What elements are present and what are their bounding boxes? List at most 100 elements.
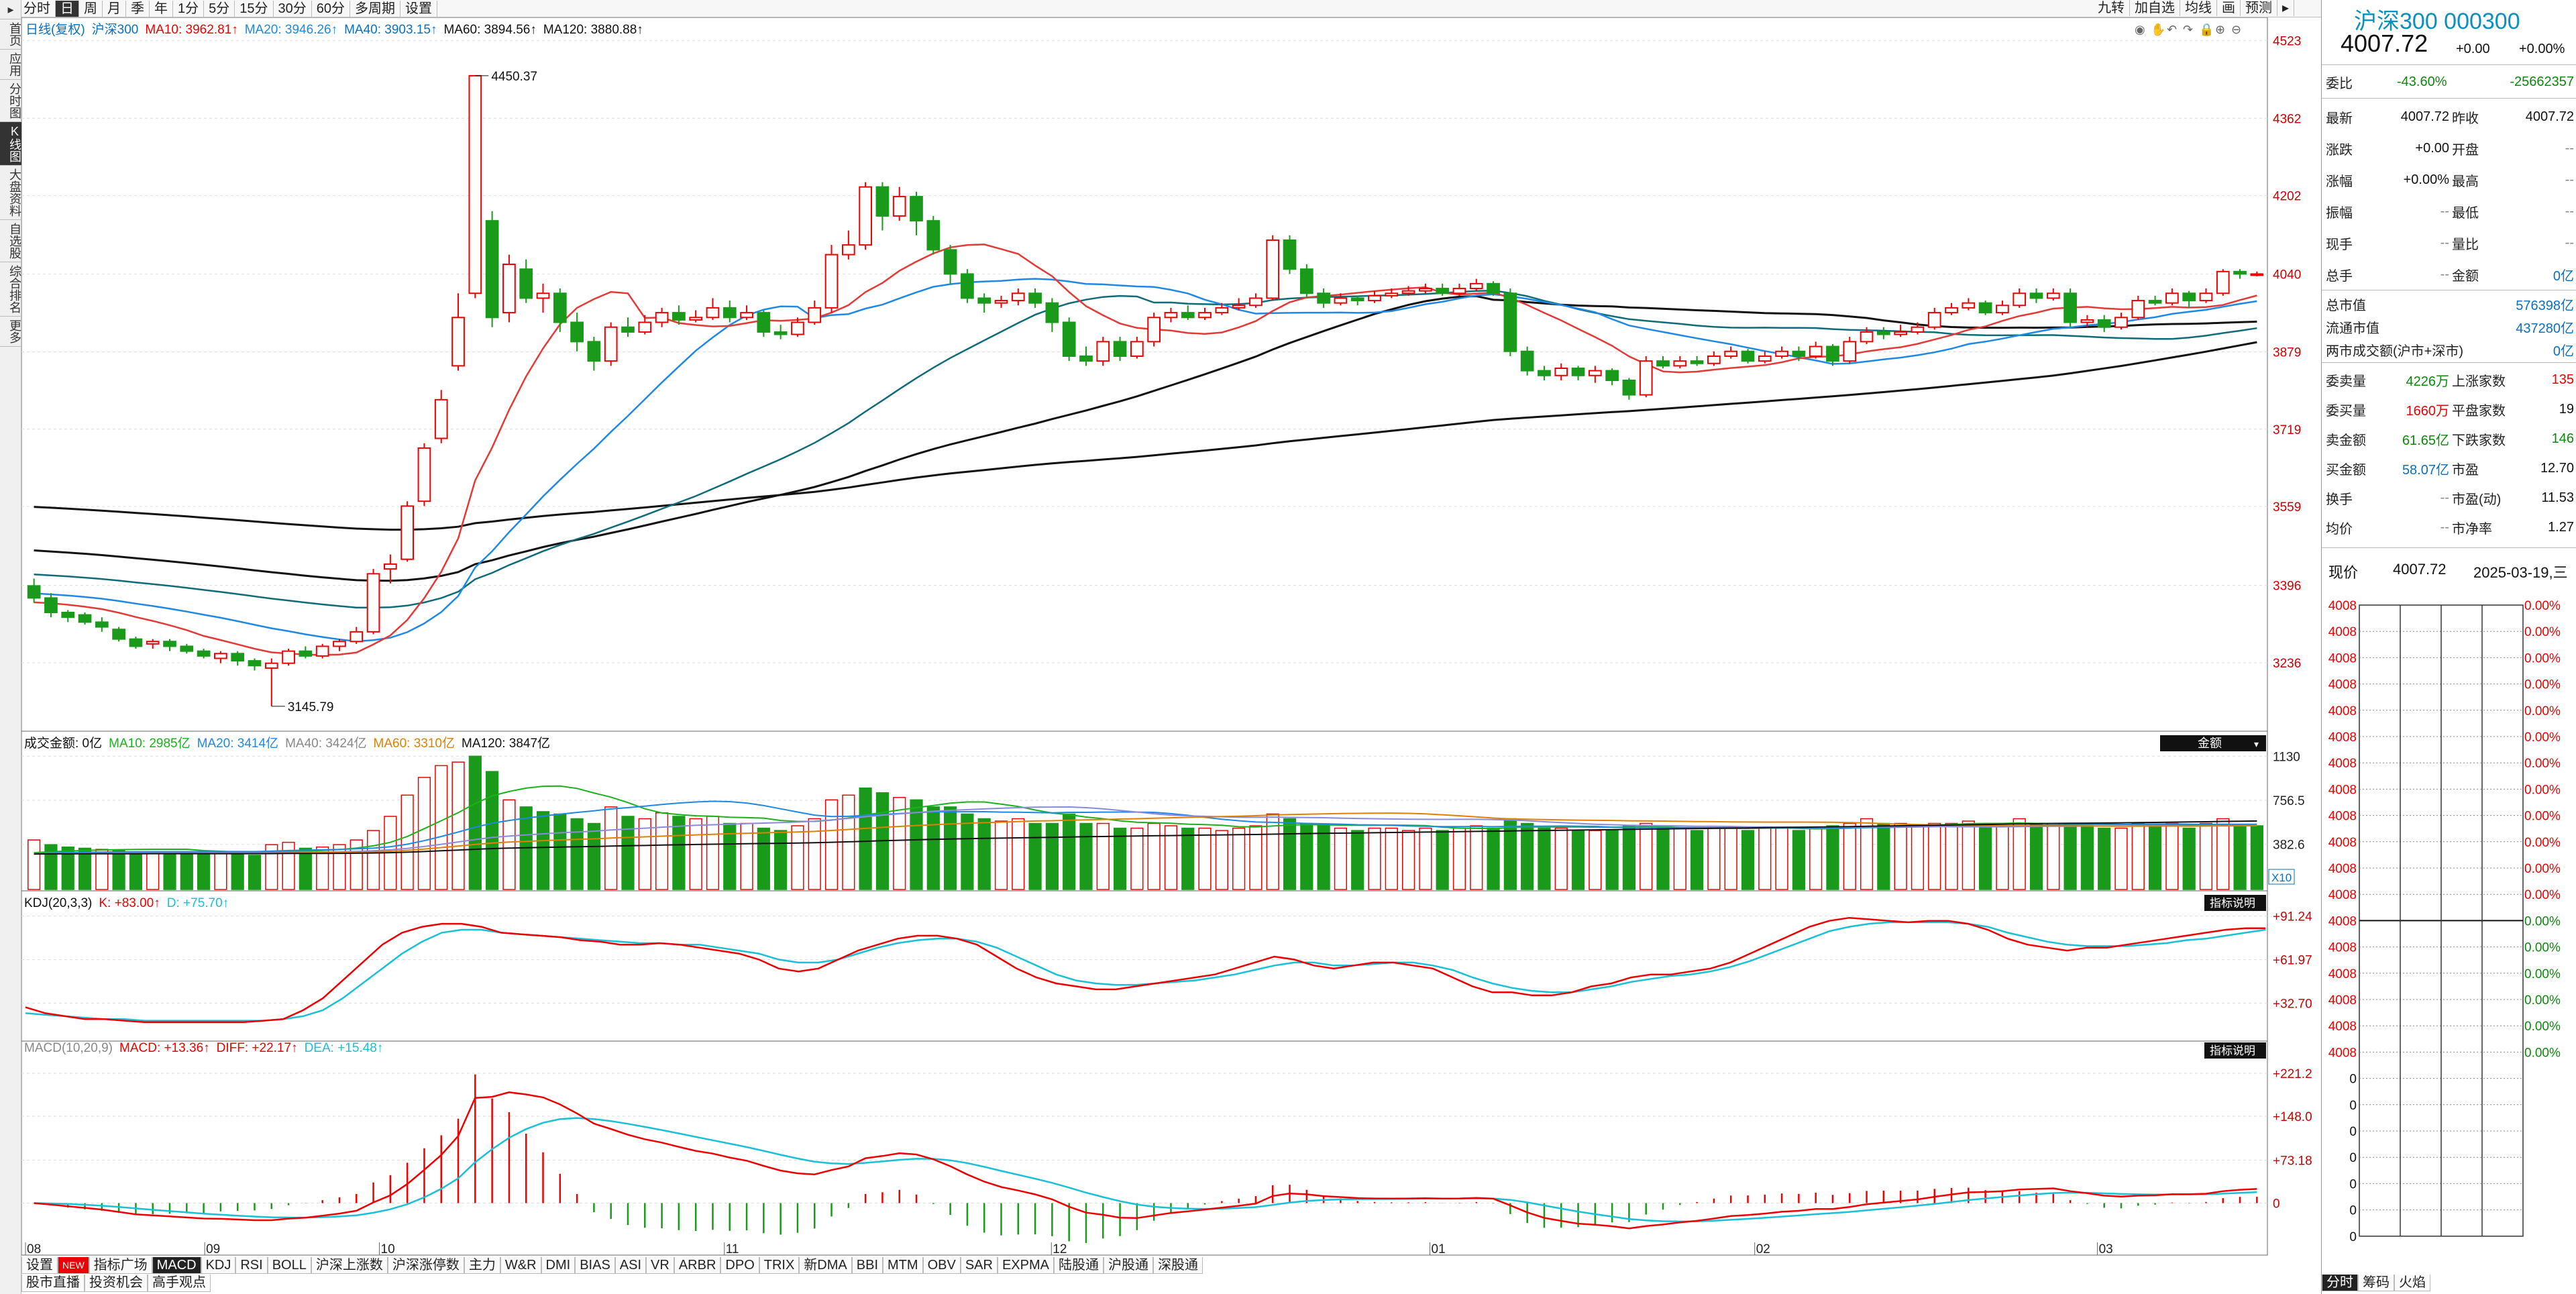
- candle[interactable]: [1317, 288, 1330, 308]
- candle[interactable]: [553, 288, 567, 332]
- candle[interactable]: [570, 313, 584, 352]
- candle[interactable]: [282, 649, 295, 666]
- candle[interactable]: [1299, 264, 1313, 299]
- period-tab[interactable]: 分时: [19, 0, 56, 17]
- plus-icon[interactable]: ⊕: [2215, 23, 2225, 37]
- undo-icon[interactable]: ↶: [2167, 23, 2177, 37]
- candle[interactable]: [740, 305, 753, 320]
- indicator-tab[interactable]: RSI: [235, 1256, 268, 1274]
- indicator-tab[interactable]: EXPMA: [997, 1256, 1054, 1274]
- indicator-tab[interactable]: 沪深涨停数: [387, 1256, 464, 1274]
- candle[interactable]: [1385, 288, 1399, 299]
- candle[interactable]: [2216, 269, 2230, 296]
- indicator-tab[interactable]: DMI: [541, 1256, 576, 1274]
- candle[interactable]: [1741, 349, 1755, 364]
- minus-icon[interactable]: ⊖: [2231, 23, 2241, 37]
- period-tab[interactable]: 年: [150, 0, 173, 17]
- candle[interactable]: [977, 293, 991, 313]
- candle[interactable]: [2233, 269, 2247, 279]
- candle[interactable]: [400, 501, 415, 562]
- candle[interactable]: [2182, 290, 2196, 308]
- candle[interactable]: [621, 317, 635, 337]
- candle[interactable]: [1927, 307, 1941, 330]
- period-tab[interactable]: 周: [79, 0, 103, 17]
- candle[interactable]: [1554, 363, 1568, 380]
- candle[interactable]: [129, 637, 143, 649]
- candle[interactable]: [299, 646, 313, 659]
- candle[interactable]: [315, 643, 329, 659]
- candle[interactable]: [672, 305, 686, 325]
- candle[interactable]: [841, 230, 855, 260]
- candle[interactable]: [1232, 298, 1246, 311]
- info-tab[interactable]: 高手观点: [148, 1275, 211, 1292]
- candle[interactable]: [451, 293, 465, 371]
- candle[interactable]: [994, 295, 1008, 308]
- indicator-tab[interactable]: TRIX: [759, 1256, 800, 1274]
- candle[interactable]: [926, 215, 941, 255]
- candle[interactable]: [1096, 337, 1110, 366]
- candle[interactable]: [2080, 315, 2094, 327]
- indicator-tab[interactable]: NEW: [58, 1256, 89, 1274]
- candle[interactable]: [1130, 337, 1144, 359]
- leftnav-item[interactable]: K线图: [0, 122, 21, 166]
- candle[interactable]: [1775, 346, 1788, 359]
- period-tab[interactable]: 60分: [312, 0, 350, 17]
- panel-tab[interactable]: 火焰: [2394, 1275, 2430, 1291]
- candle[interactable]: [1520, 346, 1534, 376]
- indicator-tab[interactable]: 沪股通: [1103, 1256, 1153, 1274]
- candle[interactable]: [824, 245, 839, 313]
- candle[interactable]: [1452, 283, 1466, 296]
- leftnav-item[interactable]: 分时图: [0, 80, 21, 122]
- candle[interactable]: [1401, 286, 1415, 296]
- candle[interactable]: [485, 211, 499, 327]
- candle[interactable]: [2046, 288, 2060, 301]
- leftnav-item[interactable]: 大盘资料: [0, 166, 21, 220]
- indicator-tab[interactable]: 沪深上涨数: [311, 1256, 388, 1274]
- indicator-tab[interactable]: 指标广场: [89, 1256, 152, 1274]
- leftnav-item[interactable]: 应用: [0, 50, 21, 80]
- candle[interactable]: [1656, 356, 1670, 368]
- candle[interactable]: [1605, 368, 1619, 386]
- leftnav-item[interactable]: 自选股: [0, 220, 21, 262]
- toolbar-right-button[interactable]: 加自选: [2130, 0, 2180, 16]
- candle[interactable]: [383, 554, 397, 584]
- candle[interactable]: [1011, 288, 1025, 306]
- candle[interactable]: [519, 259, 533, 303]
- candle[interactable]: [1215, 303, 1229, 315]
- indicator-tab[interactable]: SAR: [960, 1256, 998, 1274]
- candle[interactable]: [248, 658, 262, 671]
- indicator-tab[interactable]: KDJ: [201, 1256, 236, 1274]
- candle[interactable]: [1469, 278, 1483, 291]
- indicator-tab[interactable]: W&R: [500, 1256, 541, 1274]
- candle[interactable]: [791, 317, 804, 337]
- candle[interactable]: [1079, 346, 1093, 366]
- candle[interactable]: [706, 298, 720, 320]
- candle[interactable]: [434, 390, 448, 443]
- indicator-tab[interactable]: OBV: [922, 1256, 961, 1274]
- candle[interactable]: [44, 593, 58, 618]
- macd-help-button[interactable]: [2204, 1042, 2266, 1059]
- candle[interactable]: [2131, 295, 2145, 320]
- candle[interactable]: [197, 649, 211, 659]
- toolbar-right-button[interactable]: 九转: [2093, 0, 2130, 16]
- candle[interactable]: [1876, 327, 1890, 339]
- candle[interactable]: [1147, 313, 1161, 347]
- candle[interactable]: [1249, 293, 1263, 308]
- candle[interactable]: [1622, 378, 1636, 400]
- candle[interactable]: [1673, 356, 1687, 368]
- candle[interactable]: [910, 191, 923, 235]
- candle[interactable]: [1571, 366, 1585, 380]
- candle[interactable]: [808, 301, 822, 325]
- period-tab[interactable]: 月: [103, 0, 126, 17]
- candle[interactable]: [638, 315, 652, 335]
- candle[interactable]: [1350, 295, 1364, 306]
- candle[interactable]: [757, 310, 771, 337]
- candle[interactable]: [366, 569, 380, 635]
- candle[interactable]: [1503, 288, 1517, 356]
- indicator-tab[interactable]: 深股通: [1152, 1256, 1203, 1274]
- period-tab[interactable]: 5分: [204, 0, 235, 17]
- candle[interactable]: [1911, 322, 1925, 335]
- candle[interactable]: [2199, 288, 2213, 303]
- candle[interactable]: [1283, 235, 1297, 274]
- period-tab[interactable]: 多周期: [350, 0, 400, 17]
